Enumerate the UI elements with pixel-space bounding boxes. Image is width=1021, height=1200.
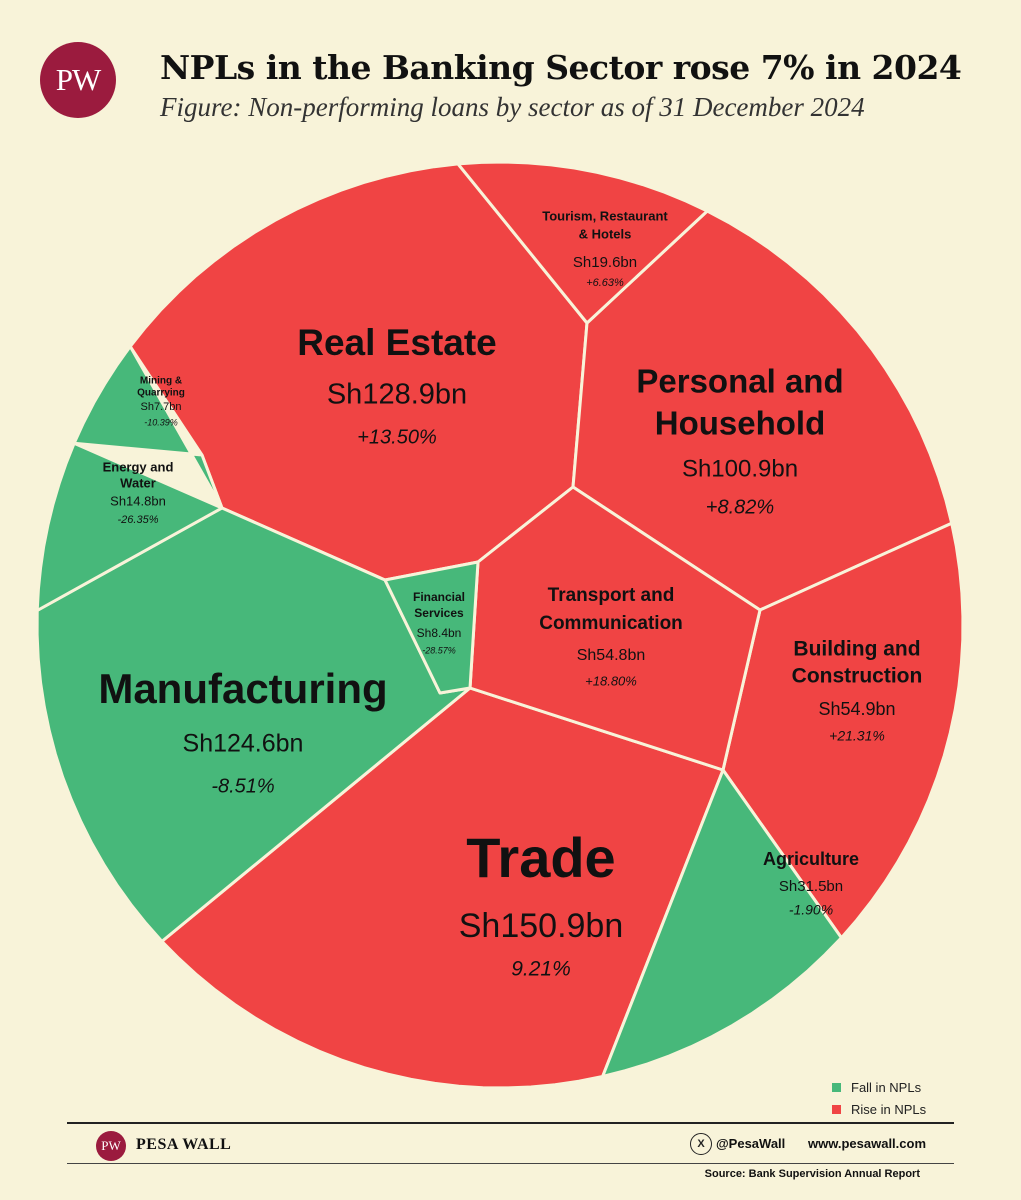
legend-item-rise: Rise in NPLs bbox=[832, 1098, 926, 1120]
sector-change-personal-and-household: +8.82% bbox=[706, 496, 774, 518]
sector-name-tourism-restaurant-hotels-line1: Tourism, Restaurant bbox=[542, 208, 668, 223]
pesawall-logo: PW bbox=[40, 42, 116, 118]
sector-name-personal-and-household-line2: Household bbox=[655, 405, 826, 442]
sector-name-building-and-construction-line2: Construction bbox=[792, 665, 923, 688]
sector-name-manufacturing: Manufacturing bbox=[98, 665, 387, 712]
cell-energy-and-water bbox=[35, 441, 224, 612]
sector-name-personal-and-household-line1: Personal and bbox=[636, 363, 843, 400]
sector-name-trade: Trade bbox=[466, 826, 615, 889]
label-group-real-estate: Real Estate Sh128.9bn +13.50% bbox=[297, 322, 497, 449]
sector-name-agriculture: Agriculture bbox=[763, 849, 859, 869]
source-note: Source: Bank Supervision Annual Report bbox=[704, 1168, 920, 1180]
label-group-financial-services: Financial Services Sh8.4bn -28.57% bbox=[413, 590, 465, 655]
sector-value-tourism-restaurant-hotels: Sh19.6bn bbox=[573, 254, 637, 271]
footer-brand: PESA WALL bbox=[136, 1136, 232, 1153]
sector-value-transport-and-communication: Sh54.8bn bbox=[577, 647, 646, 664]
sector-value-agriculture: Sh31.5bn bbox=[779, 878, 843, 895]
sector-change-manufacturing: -8.51% bbox=[211, 775, 274, 797]
sector-name-financial-services-line2: Services bbox=[414, 606, 464, 620]
sector-value-mining-quarrying: Sh7.7bn bbox=[141, 401, 182, 413]
sector-change-real-estate: +13.50% bbox=[357, 426, 437, 448]
label-group-personal-and-household: Personal and Household Sh100.9bn +8.82% bbox=[636, 363, 843, 519]
footer-top-rule bbox=[67, 1122, 954, 1124]
sector-name-energy-and-water-line1: Energy and bbox=[103, 459, 174, 474]
cell-mining-quarrying bbox=[72, 344, 224, 510]
cell-agriculture bbox=[601, 768, 843, 1078]
sector-value-trade: Sh150.9bn bbox=[459, 907, 624, 945]
sector-value-manufacturing: Sh124.6bn bbox=[183, 730, 304, 758]
sector-name-transport-and-communication-line2: Communication bbox=[539, 613, 683, 634]
sector-change-energy-and-water: -26.35% bbox=[118, 514, 159, 526]
sector-value-building-and-construction: Sh54.9bn bbox=[818, 699, 895, 719]
sector-name-energy-and-water-line2: Water bbox=[120, 475, 156, 490]
cell-building-and-construction bbox=[721, 521, 965, 940]
x-logo-icon[interactable]: X bbox=[690, 1133, 712, 1155]
cell-tourism-restaurant-hotels bbox=[456, 160, 709, 325]
sector-name-mining-quarrying-line2: Quarrying bbox=[137, 388, 185, 399]
header: PW NPLs in the Banking Sector rose 7% in… bbox=[0, 0, 1021, 140]
label-group-transport-and-communication: Transport and Communication Sh54.8bn +18.80… bbox=[539, 585, 683, 688]
sector-change-tourism-restaurant-hotels: +6.63% bbox=[586, 277, 624, 289]
label-group-trade: Trade Sh150.9bn 9.21% bbox=[459, 826, 624, 981]
legend: Fall in NPLs Rise in NPLs bbox=[832, 1076, 926, 1120]
legend-label-rise: Rise in NPLs bbox=[851, 1101, 927, 1117]
cells bbox=[35, 160, 965, 1090]
cell-financial-services bbox=[383, 560, 480, 695]
sector-name-building-and-construction-line1: Building and bbox=[793, 638, 920, 661]
footer-bottom-rule bbox=[67, 1163, 954, 1164]
label-group-building-and-construction: Building and Construction Sh54.9bn +21.31% bbox=[792, 638, 923, 744]
sector-change-building-and-construction: +21.31% bbox=[829, 728, 885, 744]
sector-change-trade: 9.21% bbox=[511, 958, 571, 981]
sector-value-personal-and-household: Sh100.9bn bbox=[682, 455, 798, 482]
sector-name-transport-and-communication-line1: Transport and bbox=[548, 585, 675, 606]
website-link[interactable]: www.pesawall.com bbox=[808, 1136, 927, 1151]
chart-subtitle: Figure: Non-performing loans by sector a… bbox=[160, 92, 865, 122]
sector-value-energy-and-water: Sh14.8bn bbox=[110, 493, 166, 508]
chart-title: NPLs in the Banking Sector rose 7% in 20… bbox=[160, 48, 962, 87]
legend-swatch-fall bbox=[832, 1082, 841, 1092]
sector-name-financial-services-line1: Financial bbox=[413, 590, 465, 604]
label-group-manufacturing: Manufacturing Sh124.6bn -8.51% bbox=[98, 665, 387, 797]
cell-trade bbox=[160, 686, 725, 1090]
footer-logo: PW bbox=[96, 1131, 126, 1161]
sector-name-real-estate: Real Estate bbox=[297, 322, 497, 363]
cell-manufacturing bbox=[35, 506, 472, 943]
legend-swatch-rise bbox=[832, 1104, 841, 1114]
sector-change-financial-services: -28.57% bbox=[422, 645, 456, 655]
label-group-tourism-restaurant-hotels: Tourism, Restaurant & Hotels Sh19.6bn +6.63… bbox=[542, 208, 668, 288]
label-group-agriculture: Agriculture Sh31.5bn -1.90% bbox=[763, 849, 859, 918]
sector-change-agriculture: -1.90% bbox=[789, 902, 833, 918]
sector-name-mining-quarrying-line1: Mining & bbox=[140, 376, 182, 387]
sector-name-tourism-restaurant-hotels-line2: & Hotels bbox=[579, 226, 632, 241]
sector-change-transport-and-communication: +18.80% bbox=[585, 673, 637, 688]
sector-value-financial-services: Sh8.4bn bbox=[417, 626, 462, 640]
sector-change-mining-quarrying: -10.39% bbox=[144, 417, 178, 427]
sector-value-real-estate: Sh128.9bn bbox=[327, 379, 467, 411]
legend-label-fall: Fall in NPLs bbox=[851, 1079, 922, 1095]
cell-labels: Trade Sh150.9bn 9.21% Real Estate Sh128.9bn +… bbox=[98, 208, 922, 980]
label-group-mining-quarrying: Mining &Quarrying Sh7.7bn -10.39% bbox=[137, 376, 185, 428]
legend-item-fall: Fall in NPLs bbox=[832, 1076, 926, 1098]
social-handle-link[interactable]: @PesaWall bbox=[716, 1136, 786, 1151]
